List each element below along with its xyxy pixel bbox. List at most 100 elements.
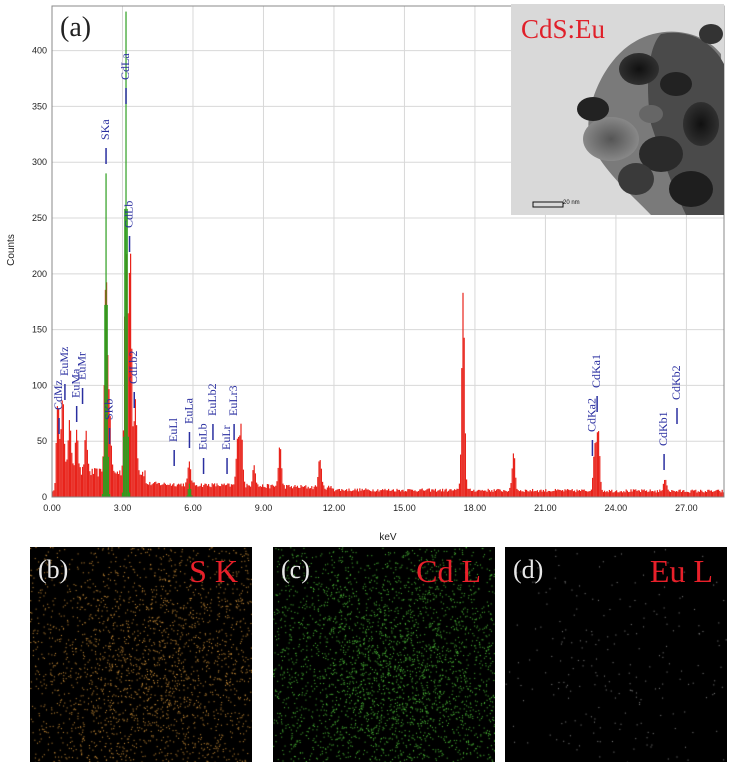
panel-c-label: (c) (281, 555, 310, 584)
x-tick-label: 3.00 (114, 503, 132, 513)
spectrum-bar (608, 489, 610, 497)
spectrum-bar (517, 490, 519, 497)
spectrum-bar (341, 489, 343, 497)
spectrum-bar (415, 491, 417, 497)
spectrum-bar (473, 489, 475, 497)
spectrum-bar (142, 471, 144, 497)
spectrum-bar (595, 442, 597, 497)
spectrum-bar (686, 491, 688, 497)
spectrum-bar (348, 488, 350, 497)
spectrum-bar (52, 491, 54, 497)
spectrum-bar (60, 429, 62, 497)
spectrum-bar (552, 491, 554, 497)
spectrum-bar (150, 485, 152, 497)
spectrum-bar (444, 489, 446, 497)
spectrum-bar (494, 490, 496, 497)
spectrum-bar (583, 489, 585, 497)
spectrum-bar (516, 488, 518, 497)
spectrum-bar (278, 447, 280, 497)
spectrum-bar (635, 489, 637, 497)
spectrum-bar (136, 425, 138, 497)
y-tick-label: 200 (32, 269, 47, 279)
spectrum-bar (65, 461, 67, 497)
spectrum-bar (200, 483, 202, 497)
spectrum-bar (530, 491, 532, 497)
spectrum-bar (131, 348, 133, 497)
spectrum-bar-green (186, 495, 188, 497)
spectrum-bar (509, 487, 511, 497)
spectrum-bar (538, 492, 540, 497)
spectrum-bar (587, 491, 589, 497)
spectrum-bar (221, 483, 223, 497)
spectrum-bar (322, 481, 324, 497)
spectrum-bar (689, 492, 691, 497)
spectrum-bar (374, 491, 376, 497)
spectrum-bar (190, 469, 192, 497)
spectrum-bar (536, 490, 538, 497)
spectrum-bar (337, 489, 339, 497)
spectrum-bar (277, 467, 279, 497)
spectrum-bar-green (104, 304, 106, 497)
spectrum-bar (230, 484, 232, 497)
spectrum-bar (158, 483, 160, 497)
spectrum-bar (713, 491, 715, 497)
peak-label: EuMr (75, 352, 89, 380)
spectrum-bar (256, 482, 258, 497)
spectrum-bar (438, 490, 440, 497)
spectrum-bar (580, 491, 582, 497)
scale-bar-label: 20 nm (563, 200, 580, 206)
spectrum-bar (612, 492, 614, 497)
spectrum-bar (360, 490, 362, 497)
spectrum-bar (62, 404, 64, 497)
peak-label: CdKb1 (656, 411, 670, 446)
spectrum-bar (664, 479, 666, 497)
spectrum-bar (326, 487, 328, 497)
spectrum-bar (534, 490, 536, 497)
spectrum-bar (384, 488, 386, 497)
spectrum-bar (439, 489, 441, 497)
spectrum-bar (89, 471, 91, 497)
spectrum-bar (144, 470, 146, 497)
spectrum-bar (574, 490, 576, 497)
spectrum-bar (593, 456, 595, 497)
spectrum-bar (259, 485, 261, 497)
spectrum-bar (401, 490, 403, 497)
spectrum-bar (464, 433, 466, 497)
spectrum-bar (94, 468, 96, 497)
spectrum-bar (581, 489, 583, 497)
spectrum-bar (492, 491, 494, 497)
spectrum-bar (461, 368, 463, 497)
spectrum-bar-green (109, 494, 111, 497)
spectrum-bar (260, 486, 262, 497)
spectrum-bar (138, 470, 140, 497)
peak-label: EuLb2 (205, 383, 219, 416)
spectrum-bar (286, 485, 288, 497)
spectrum-bar (343, 490, 345, 497)
spectrum-bar (607, 492, 609, 497)
spectrum-bar (722, 492, 724, 497)
spectrum-bar (194, 485, 196, 497)
spectrum-bar (505, 491, 507, 497)
spectrum-bar (266, 484, 268, 497)
spectrum-bar (456, 488, 458, 497)
panel-b-label: (b) (38, 555, 69, 584)
spectrum-bar (436, 491, 438, 497)
spectrum-bar (88, 463, 90, 497)
spectrum-bar (642, 490, 644, 497)
spectrum-bar (527, 491, 529, 497)
spectrum-bar (244, 481, 246, 497)
spectrum-bar (532, 488, 534, 497)
inset-title: CdS:Eu (521, 14, 606, 44)
spectrum-bar (110, 445, 112, 497)
spectrum-bar (690, 490, 692, 497)
spectrum-bar (472, 490, 474, 497)
spectrum-bar (563, 491, 565, 497)
spectrum-bar (196, 485, 198, 497)
spectrum-bar (559, 489, 561, 497)
spectrum-bar (336, 489, 338, 497)
spectrum-bar (66, 459, 68, 497)
spectrum-bar (460, 454, 462, 497)
spectrum-bar (426, 489, 428, 497)
spectrum-bar (442, 488, 444, 497)
spectrum-bar (421, 488, 423, 497)
